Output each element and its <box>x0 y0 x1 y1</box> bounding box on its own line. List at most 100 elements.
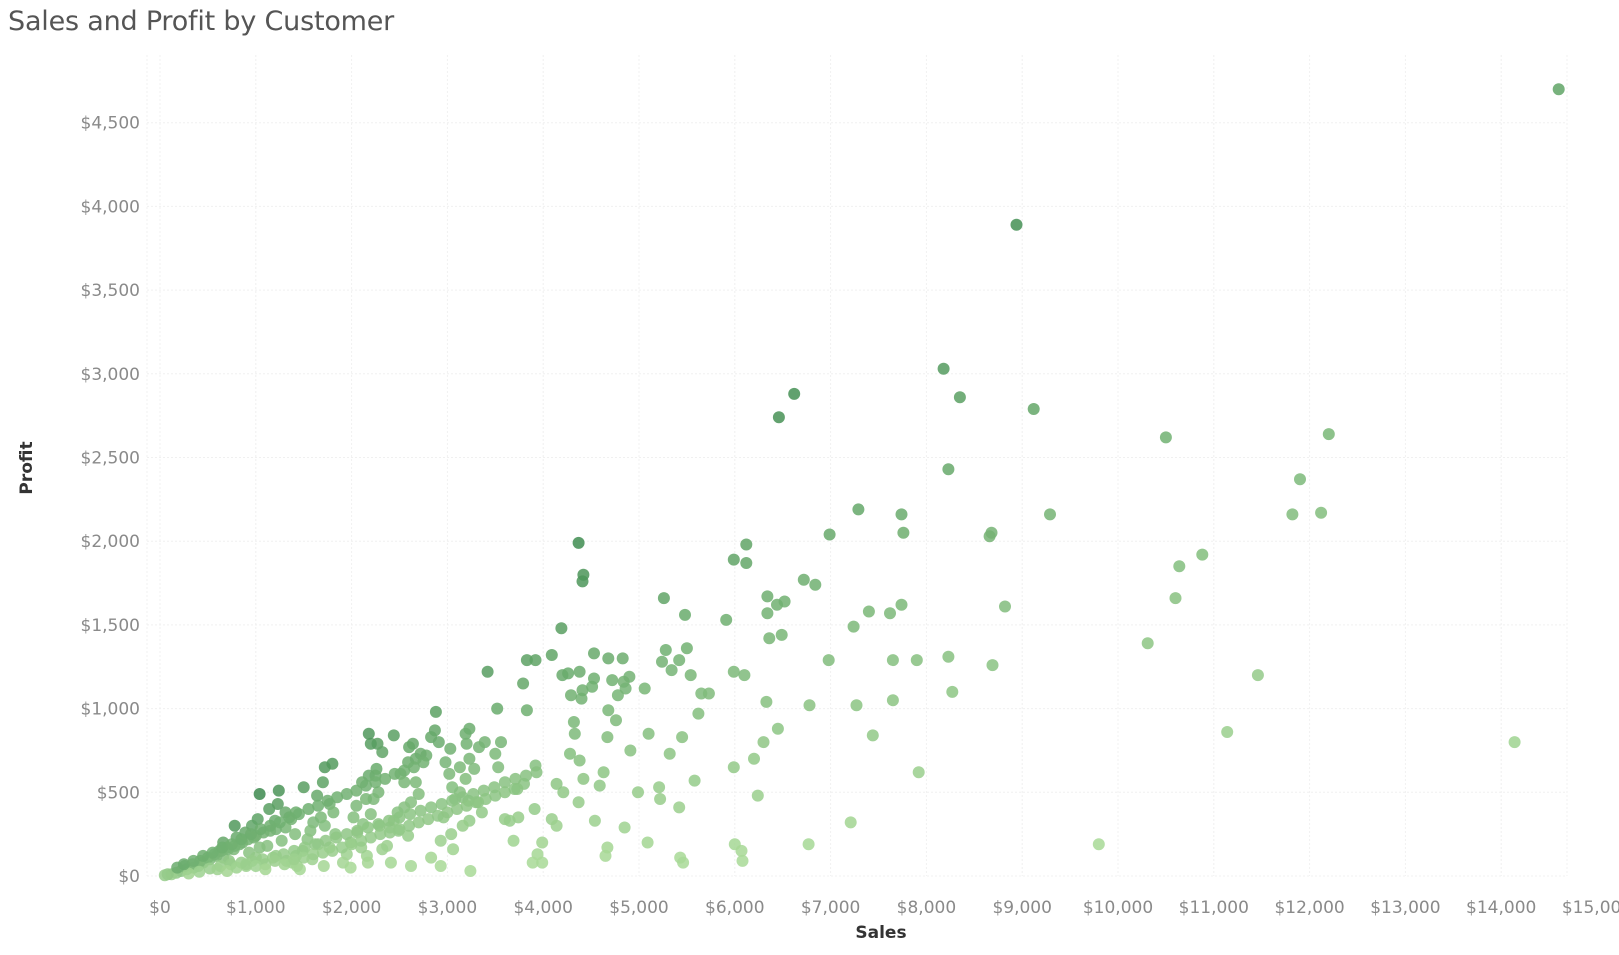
data-point <box>850 699 863 712</box>
data-point <box>447 843 460 856</box>
data-point <box>435 798 448 810</box>
x-tick-label: $1,000 <box>226 898 285 918</box>
data-point <box>317 860 330 872</box>
data-point <box>288 853 301 866</box>
x-tick-label: $2,000 <box>322 898 381 918</box>
y-tick-label: $500 <box>97 783 140 803</box>
data-point <box>431 809 444 822</box>
data-point <box>374 828 387 841</box>
y-tick-label: $2,500 <box>81 449 140 469</box>
data-point <box>492 761 505 774</box>
y-axis-title: Profit <box>17 441 37 494</box>
data-point <box>986 659 999 672</box>
data-point <box>470 796 483 809</box>
data-point <box>158 869 171 882</box>
x-tick-label: $10,000 <box>1083 898 1153 918</box>
data-point <box>727 665 740 678</box>
data-point <box>264 819 277 832</box>
data-point <box>641 836 654 849</box>
y-tick-label: $1,000 <box>81 700 140 720</box>
data-point <box>550 819 563 832</box>
data-point <box>249 860 262 872</box>
data-point <box>473 741 485 754</box>
data-point <box>432 736 445 749</box>
data-point <box>1027 403 1040 415</box>
data-point <box>503 814 516 827</box>
data-point <box>340 788 353 800</box>
data-point <box>576 684 589 697</box>
gridlines <box>146 55 1568 877</box>
data-point <box>316 846 329 859</box>
data-point <box>446 781 459 794</box>
data-point <box>182 867 195 880</box>
data-point <box>177 858 190 871</box>
data-point <box>445 828 458 841</box>
data-point <box>463 752 476 765</box>
data-point <box>545 649 558 661</box>
data-point <box>740 557 753 569</box>
data-point <box>720 613 733 626</box>
data-point <box>393 823 406 836</box>
data-point <box>344 861 357 874</box>
data-point <box>735 844 748 857</box>
data-point <box>567 716 580 728</box>
data-point <box>588 814 601 827</box>
data-point <box>1196 548 1209 561</box>
data-point <box>254 823 267 836</box>
data-point <box>536 836 549 849</box>
data-point <box>520 654 533 667</box>
y-tick-label: $0 <box>118 867 140 887</box>
data-point <box>556 669 569 682</box>
data-point <box>498 776 511 789</box>
data-point <box>404 808 416 821</box>
data-point <box>568 727 581 740</box>
data-point <box>772 411 785 424</box>
data-point <box>434 834 447 847</box>
data-point <box>376 843 389 856</box>
data-point <box>823 528 836 541</box>
data-point <box>253 841 266 854</box>
data-point <box>273 816 286 829</box>
data-point <box>606 674 619 687</box>
data-point <box>910 654 923 667</box>
data-point <box>593 779 606 792</box>
data-point <box>1092 838 1105 851</box>
data-point <box>1552 83 1565 96</box>
data-point <box>206 846 219 859</box>
data-point <box>350 784 363 797</box>
data-point <box>311 789 324 802</box>
data-point <box>459 772 472 785</box>
data-point <box>383 826 396 839</box>
data-point <box>576 575 589 588</box>
data-point <box>312 799 325 812</box>
data-point <box>216 841 229 854</box>
data-point <box>616 652 629 665</box>
data-point <box>509 772 522 785</box>
data-point <box>491 702 504 715</box>
data-point <box>788 387 801 400</box>
data-point <box>680 642 693 655</box>
y-tick-label: $4,500 <box>81 114 140 134</box>
data-point <box>638 682 651 695</box>
data-point <box>330 831 343 844</box>
data-point <box>307 848 320 861</box>
data-point <box>225 838 238 851</box>
data-point <box>517 677 530 690</box>
data-point <box>230 861 243 874</box>
data-point <box>999 600 1011 613</box>
x-tick-label: $9,000 <box>992 898 1051 918</box>
data-point <box>221 865 234 877</box>
data-point <box>318 761 331 774</box>
data-point <box>498 786 511 799</box>
data-point <box>253 788 266 800</box>
data-point <box>751 789 764 802</box>
data-point <box>489 747 502 760</box>
data-point <box>425 801 438 814</box>
data-point <box>775 628 788 641</box>
data-points <box>158 83 1565 882</box>
data-point <box>302 803 315 815</box>
data-point <box>434 860 447 872</box>
data-point <box>383 814 395 827</box>
data-point <box>663 747 676 760</box>
